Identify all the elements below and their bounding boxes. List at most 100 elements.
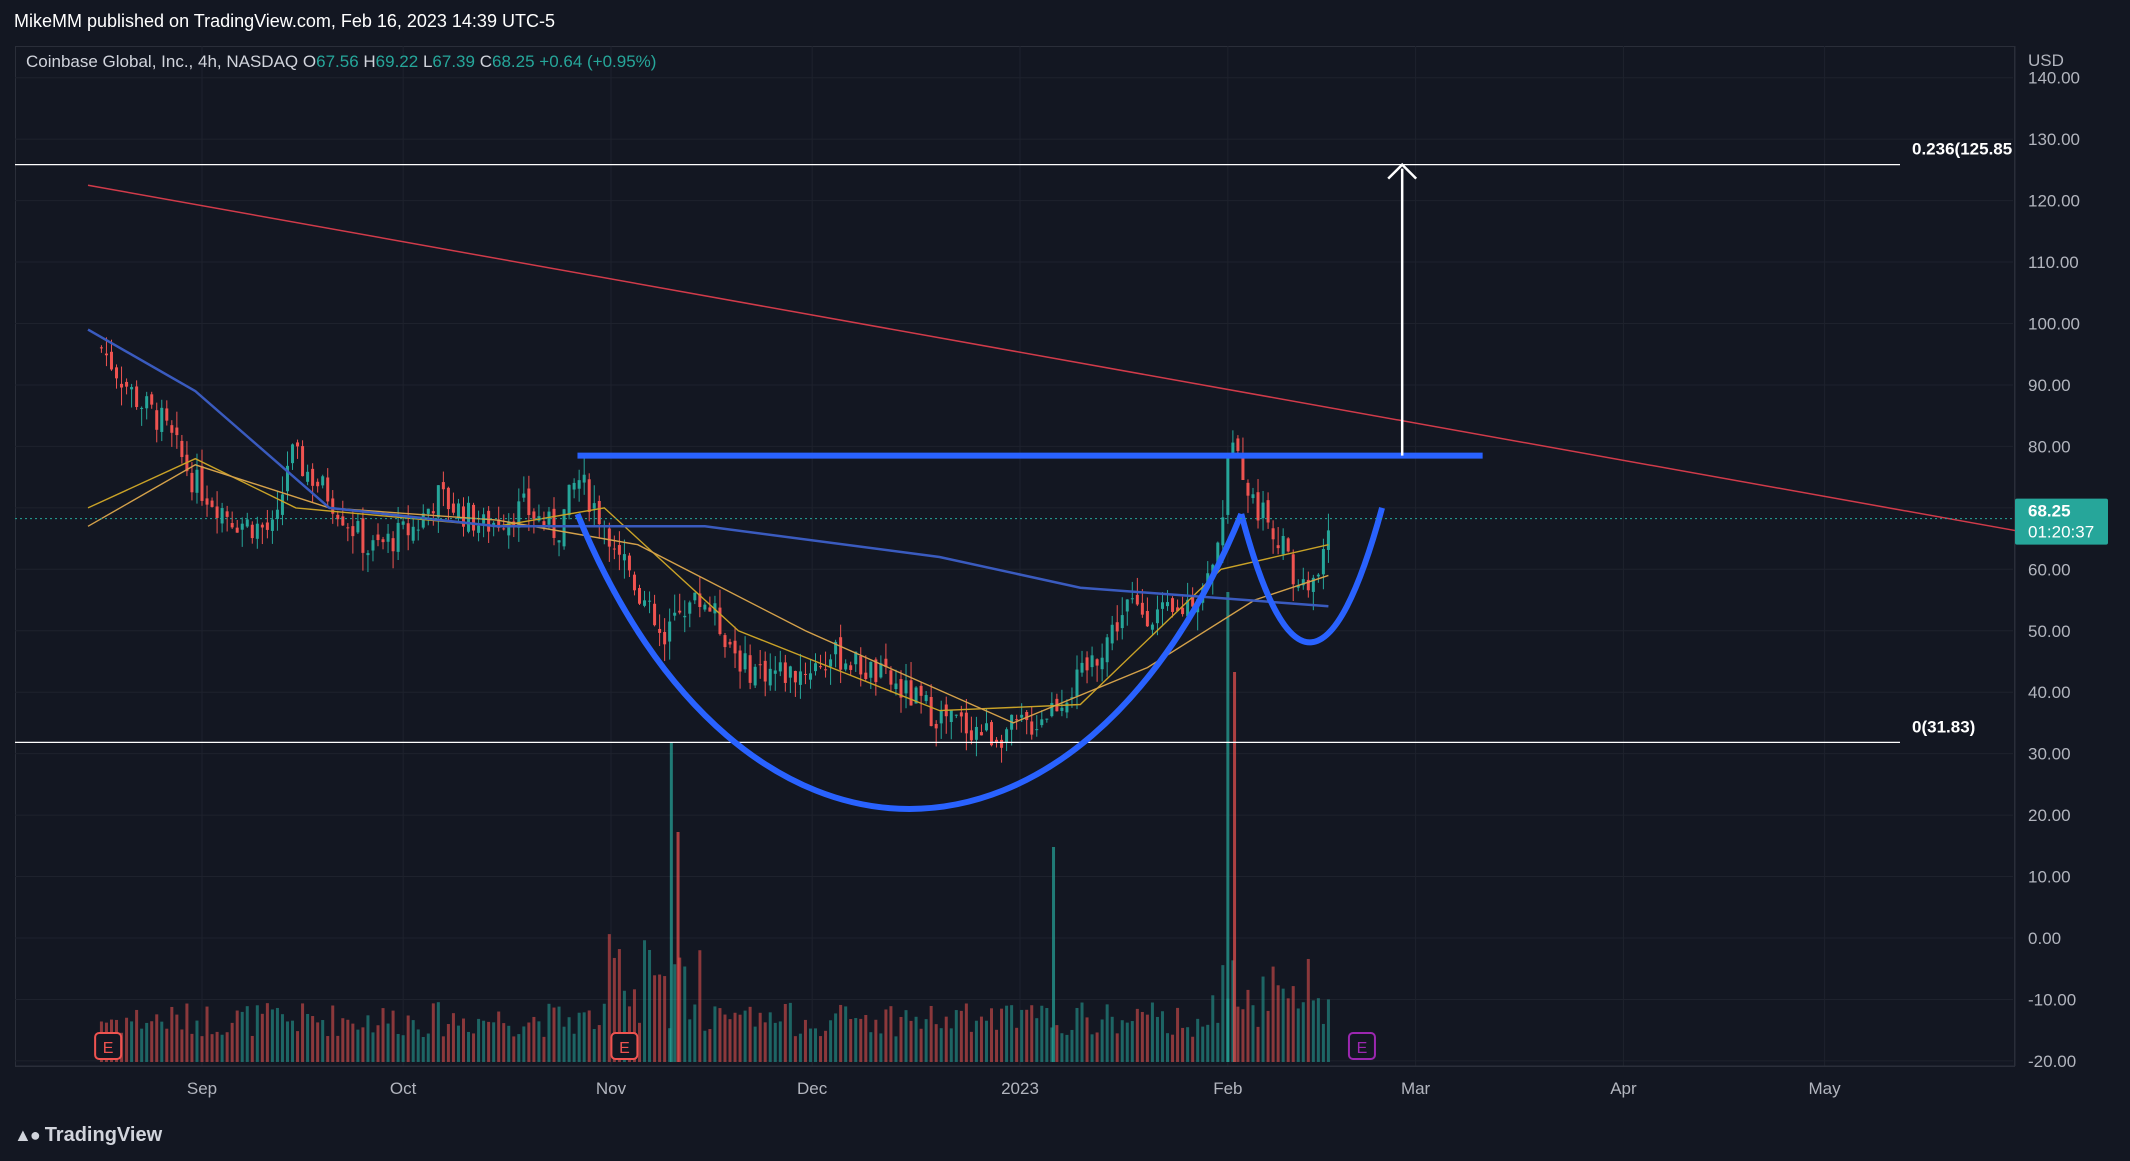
volume-bar bbox=[814, 1028, 817, 1062]
candle-body bbox=[979, 732, 983, 736]
candle-body bbox=[562, 509, 566, 547]
volume-bar bbox=[874, 1019, 878, 1062]
volume-bar bbox=[421, 1036, 425, 1062]
volume-bar bbox=[1025, 1009, 1029, 1062]
candle-body bbox=[1005, 729, 1009, 743]
volume-bar bbox=[1010, 1005, 1014, 1062]
y-tick-label: 120.00 bbox=[2028, 192, 2080, 211]
candle-body bbox=[270, 519, 274, 531]
volume-bar bbox=[829, 1020, 833, 1062]
volume-bar bbox=[125, 1017, 129, 1062]
y-tick-label: 110.00 bbox=[2028, 253, 2079, 272]
volume-bar bbox=[1060, 1033, 1064, 1062]
volume-bar bbox=[1100, 1019, 1104, 1062]
volume-bar bbox=[969, 1031, 973, 1062]
volume-bar bbox=[824, 1030, 828, 1062]
candle-body bbox=[165, 408, 169, 421]
volume-bar bbox=[1110, 1016, 1114, 1062]
candle-body bbox=[1070, 697, 1074, 699]
candle-body bbox=[260, 524, 264, 528]
candle-body bbox=[874, 659, 878, 683]
volume-bar bbox=[653, 975, 657, 1062]
candle-body bbox=[1221, 517, 1225, 546]
volume-bar bbox=[1216, 1022, 1220, 1062]
earnings-marker[interactable] bbox=[94, 1032, 123, 1060]
earnings-marker[interactable] bbox=[610, 1032, 639, 1060]
candle-body bbox=[798, 671, 802, 685]
volume-bar bbox=[798, 1033, 802, 1062]
candle-body bbox=[1160, 602, 1164, 609]
volume-bar bbox=[919, 1028, 923, 1062]
candle-body bbox=[446, 487, 450, 510]
x-tick-label: Nov bbox=[596, 1079, 627, 1098]
candle-body bbox=[859, 655, 863, 675]
volume-spike bbox=[669, 742, 673, 1062]
volume-bar bbox=[301, 1003, 305, 1062]
volume-bar bbox=[220, 1034, 224, 1062]
cup-curve[interactable] bbox=[574, 512, 1245, 812]
candle-body bbox=[235, 527, 239, 533]
volume-bar bbox=[949, 1028, 953, 1062]
candle-body bbox=[210, 500, 214, 507]
fib-label-lower: 0(31.83) bbox=[1912, 717, 1975, 736]
volume-bar bbox=[235, 1010, 239, 1062]
candle-body bbox=[637, 588, 641, 604]
volume-bar bbox=[617, 949, 621, 1062]
earnings-marker[interactable] bbox=[1347, 1032, 1376, 1060]
volume-bar bbox=[632, 989, 636, 1062]
volume-bar bbox=[904, 1010, 908, 1062]
volume-bar bbox=[175, 1014, 179, 1062]
volume-bar bbox=[346, 1019, 350, 1062]
descending-trendline[interactable] bbox=[87, 184, 2026, 534]
candle-body bbox=[431, 511, 435, 514]
volume-bar bbox=[230, 1022, 234, 1062]
x-tick-label: Oct bbox=[390, 1079, 417, 1098]
volume-bar bbox=[341, 1018, 345, 1062]
candle-body bbox=[1140, 602, 1144, 615]
candle-body bbox=[1266, 500, 1270, 523]
tradingview-brand[interactable]: ▲● TradingView bbox=[14, 1124, 162, 1147]
symbol-title: Coinbase Global, Inc., 4h, NASDAQ bbox=[26, 52, 299, 71]
volume-bar bbox=[1095, 1032, 1099, 1062]
price-tag-bg[interactable] bbox=[2015, 498, 2108, 545]
volume-bar bbox=[663, 976, 667, 1062]
candle-body bbox=[361, 518, 365, 553]
handle-curve[interactable] bbox=[1238, 507, 1385, 646]
volume-bar bbox=[990, 1008, 994, 1062]
candle-body bbox=[1125, 599, 1129, 612]
volume-bar bbox=[1065, 1034, 1069, 1062]
candle-body bbox=[487, 510, 491, 532]
volume-bar bbox=[1125, 1022, 1129, 1062]
candle-body bbox=[1166, 602, 1170, 607]
candle-body bbox=[160, 407, 164, 432]
volume-bar bbox=[265, 1003, 269, 1062]
candle-body bbox=[673, 612, 677, 616]
candle-body bbox=[557, 540, 561, 543]
candle-body bbox=[250, 524, 254, 539]
candle-body bbox=[974, 726, 978, 740]
candle-body bbox=[1191, 595, 1195, 607]
candle-body bbox=[517, 501, 521, 528]
volume-bar bbox=[1040, 1005, 1044, 1062]
y-tick-label: 90.00 bbox=[2028, 376, 2071, 395]
volume-bar bbox=[1120, 1020, 1124, 1062]
candle-body bbox=[190, 472, 194, 493]
volume-bar bbox=[773, 1022, 777, 1062]
candle-body bbox=[617, 545, 621, 555]
y-tick-label: 80.00 bbox=[2028, 437, 2071, 456]
candle-body bbox=[869, 661, 873, 678]
volume-bar bbox=[376, 1025, 380, 1062]
volume-bar bbox=[834, 1013, 838, 1062]
candle-body bbox=[1110, 624, 1114, 644]
volume-bar bbox=[381, 1008, 385, 1062]
candle-body bbox=[421, 513, 425, 528]
candle-body bbox=[280, 494, 284, 515]
volume-bar bbox=[361, 1027, 365, 1062]
candle-body bbox=[175, 427, 179, 436]
volume-bar bbox=[542, 1036, 546, 1062]
candle-body bbox=[336, 514, 340, 520]
volume-bar bbox=[401, 1035, 405, 1062]
volume-bar bbox=[225, 1032, 229, 1062]
candle-body bbox=[663, 631, 667, 645]
